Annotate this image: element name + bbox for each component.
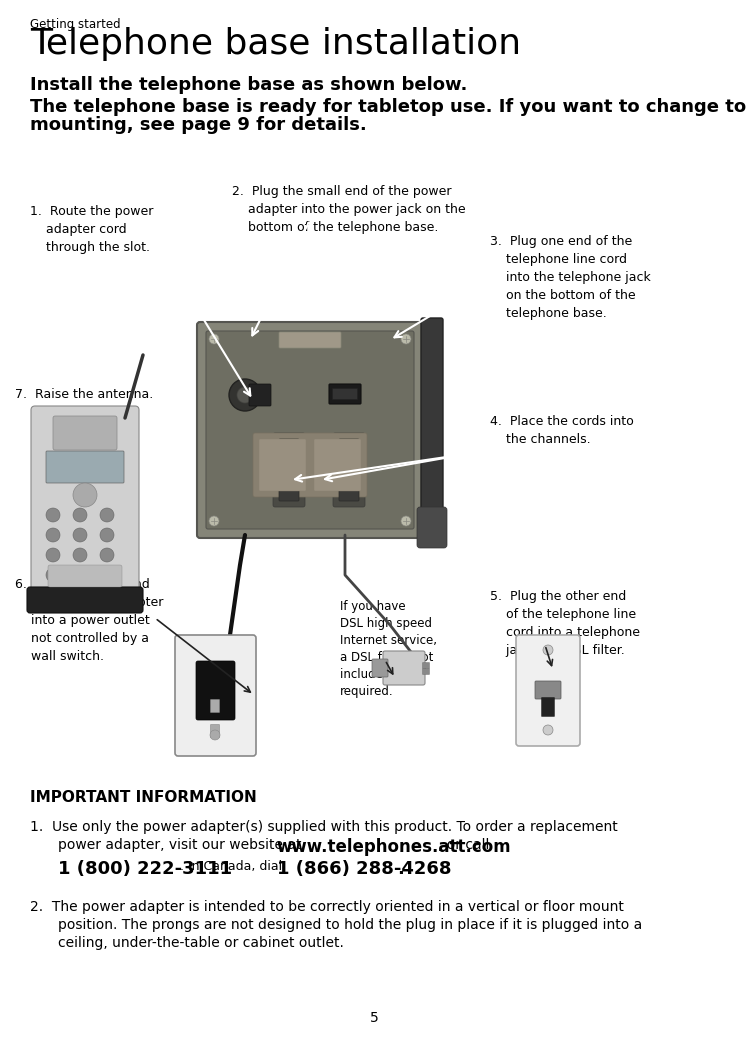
FancyBboxPatch shape: [516, 635, 580, 746]
Text: 1.  Route the power
    adapter cord
    through the slot.: 1. Route the power adapter cord through …: [30, 205, 154, 254]
FancyBboxPatch shape: [329, 384, 361, 404]
FancyBboxPatch shape: [210, 725, 219, 737]
Text: 1 (800) 222-3111: 1 (800) 222-3111: [58, 860, 232, 878]
Text: If you have
DSL high speed
Internet service,
a DSL filter (not
included) is
requ: If you have DSL high speed Internet serv…: [340, 600, 437, 698]
Circle shape: [100, 568, 114, 582]
Text: 4.  Place the cords into
    the channels.: 4. Place the cords into the channels.: [490, 415, 634, 446]
FancyBboxPatch shape: [175, 635, 256, 756]
Text: The telephone base is ready for tabletop use. If you want to change to wall: The telephone base is ready for tabletop…: [30, 98, 749, 116]
Text: position. The prongs are not designed to hold the plug in place if it is plugged: position. The prongs are not designed to…: [58, 918, 642, 932]
FancyBboxPatch shape: [314, 439, 361, 491]
Text: .: .: [397, 860, 404, 878]
Circle shape: [237, 387, 253, 403]
Text: . In Canada, dial: . In Canada, dial: [180, 860, 286, 873]
Circle shape: [100, 548, 114, 562]
Text: 1.  Use only the power adapter(s) supplied with this product. To order a replace: 1. Use only the power adapter(s) supplie…: [30, 820, 618, 834]
Text: 5.  Plug the other end
    of the telephone line
    cord into a telephone
    j: 5. Plug the other end of the telephone l…: [490, 590, 640, 657]
FancyBboxPatch shape: [253, 433, 367, 498]
FancyBboxPatch shape: [46, 451, 124, 483]
FancyBboxPatch shape: [279, 332, 341, 348]
FancyBboxPatch shape: [27, 587, 143, 613]
FancyBboxPatch shape: [422, 669, 429, 675]
Text: Install the telephone base as shown below.: Install the telephone base as shown belo…: [30, 76, 467, 94]
Circle shape: [543, 645, 553, 655]
Text: 3.  Plug one end of the
    telephone line cord
    into the telephone jack
    : 3. Plug one end of the telephone line co…: [490, 235, 651, 320]
Circle shape: [73, 483, 97, 507]
Text: IMPORTANT INFORMATION: IMPORTANT INFORMATION: [30, 790, 257, 805]
FancyBboxPatch shape: [333, 388, 357, 399]
Circle shape: [210, 730, 220, 739]
FancyBboxPatch shape: [279, 439, 299, 501]
FancyBboxPatch shape: [249, 384, 271, 406]
FancyBboxPatch shape: [417, 507, 447, 548]
Text: , or call: , or call: [438, 838, 489, 852]
Circle shape: [401, 334, 411, 344]
Circle shape: [73, 528, 87, 542]
Circle shape: [543, 725, 553, 735]
FancyBboxPatch shape: [31, 406, 139, 599]
Text: mounting, see page 9 for details.: mounting, see page 9 for details.: [30, 116, 367, 134]
FancyBboxPatch shape: [421, 318, 443, 542]
Circle shape: [73, 508, 87, 522]
Text: ceiling, under-the-table or cabinet outlet.: ceiling, under-the-table or cabinet outl…: [58, 936, 344, 950]
Circle shape: [100, 528, 114, 542]
FancyBboxPatch shape: [535, 681, 561, 699]
Text: power adapter, visit our website at: power adapter, visit our website at: [58, 838, 306, 852]
Circle shape: [100, 508, 114, 522]
Circle shape: [229, 379, 261, 411]
Text: 6.  Plug the large end
    of the power adapter
    into a power outlet
    not : 6. Plug the large end of the power adapt…: [15, 578, 163, 663]
Circle shape: [209, 334, 219, 344]
FancyBboxPatch shape: [339, 439, 359, 501]
FancyBboxPatch shape: [53, 416, 117, 450]
FancyBboxPatch shape: [422, 662, 429, 669]
FancyBboxPatch shape: [196, 661, 235, 720]
FancyBboxPatch shape: [333, 433, 365, 507]
Circle shape: [73, 548, 87, 562]
FancyBboxPatch shape: [372, 659, 388, 677]
FancyBboxPatch shape: [273, 433, 305, 507]
FancyBboxPatch shape: [206, 331, 414, 529]
FancyBboxPatch shape: [542, 698, 554, 717]
FancyBboxPatch shape: [48, 565, 122, 587]
FancyBboxPatch shape: [197, 322, 423, 538]
FancyBboxPatch shape: [210, 700, 219, 712]
Circle shape: [401, 516, 411, 526]
Text: 2.  The power adapter is intended to be correctly oriented in a vertical or floo: 2. The power adapter is intended to be c…: [30, 900, 624, 914]
FancyBboxPatch shape: [259, 439, 306, 491]
Circle shape: [46, 528, 60, 542]
Text: Telephone base installation: Telephone base installation: [30, 27, 521, 60]
Text: 1 (866) 288-4268: 1 (866) 288-4268: [277, 860, 452, 878]
Text: 5: 5: [369, 1011, 378, 1025]
Circle shape: [73, 568, 87, 582]
Circle shape: [46, 568, 60, 582]
Text: 7.  Raise the antenna.: 7. Raise the antenna.: [15, 388, 154, 401]
Text: www.telephones.att.com: www.telephones.att.com: [276, 838, 511, 856]
Circle shape: [209, 516, 219, 526]
Text: 2.  Plug the small end of the power
    adapter into the power jack on the
    b: 2. Plug the small end of the power adapt…: [232, 185, 466, 234]
Circle shape: [46, 508, 60, 522]
Text: Getting started: Getting started: [30, 18, 121, 31]
FancyBboxPatch shape: [383, 651, 425, 685]
Circle shape: [46, 548, 60, 562]
